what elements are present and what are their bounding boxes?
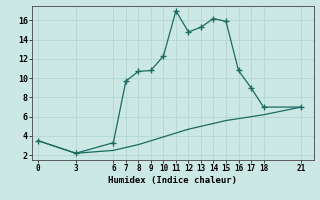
- X-axis label: Humidex (Indice chaleur): Humidex (Indice chaleur): [108, 176, 237, 185]
